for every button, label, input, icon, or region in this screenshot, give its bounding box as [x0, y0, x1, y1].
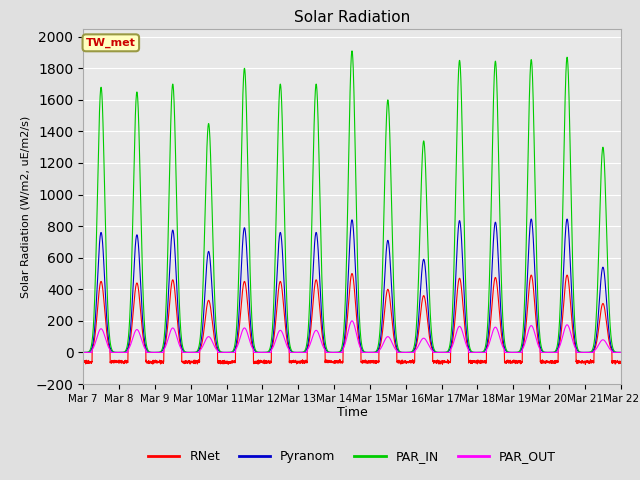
RNet [79, 358, 87, 363]
Pyranom [176, 332, 184, 338]
Pyranom [79, 349, 87, 355]
RNet [332, 359, 340, 364]
PAR_OUT [176, 343, 184, 349]
RNet [443, 359, 451, 364]
PAR_OUT [472, 349, 480, 355]
RNet [348, 271, 356, 276]
Pyranom [443, 349, 451, 355]
PAR_IN [348, 48, 356, 54]
Line: PAR_IN: PAR_IN [83, 51, 621, 352]
Pyranom [472, 349, 480, 355]
RNet [616, 360, 624, 366]
X-axis label: Time: Time [337, 407, 367, 420]
Pyranom [527, 216, 535, 222]
PAR_OUT [617, 349, 625, 355]
PAR_OUT [616, 349, 624, 355]
RNet [582, 361, 589, 367]
Pyranom [617, 349, 625, 355]
PAR_IN [79, 349, 87, 355]
PAR_OUT [348, 318, 356, 324]
Y-axis label: Solar Radiation (W/m2, uE/m2/s): Solar Radiation (W/m2, uE/m2/s) [20, 115, 30, 298]
RNet [176, 339, 184, 345]
RNet [472, 359, 480, 364]
Pyranom [616, 349, 624, 355]
Line: RNet: RNet [83, 274, 621, 364]
RNet [617, 360, 625, 366]
Pyranom [332, 349, 340, 355]
Title: Solar Radiation: Solar Radiation [294, 10, 410, 25]
PAR_OUT [443, 349, 451, 355]
Line: PAR_OUT: PAR_OUT [83, 321, 621, 352]
PAR_IN [617, 349, 625, 355]
Pyranom [581, 349, 589, 355]
Line: Pyranom: Pyranom [83, 219, 621, 352]
PAR_IN [503, 348, 511, 354]
PAR_IN [176, 311, 184, 317]
PAR_OUT [79, 349, 87, 355]
Pyranom [503, 349, 511, 355]
PAR_IN [616, 349, 624, 355]
PAR_IN [443, 349, 451, 355]
PAR_IN [472, 349, 480, 355]
Legend: RNet, Pyranom, PAR_IN, PAR_OUT: RNet, Pyranom, PAR_IN, PAR_OUT [143, 445, 561, 468]
PAR_IN [581, 349, 589, 355]
Text: TW_met: TW_met [86, 37, 136, 48]
PAR_OUT [503, 349, 511, 355]
PAR_IN [332, 349, 340, 355]
PAR_OUT [332, 349, 340, 355]
RNet [503, 360, 511, 366]
